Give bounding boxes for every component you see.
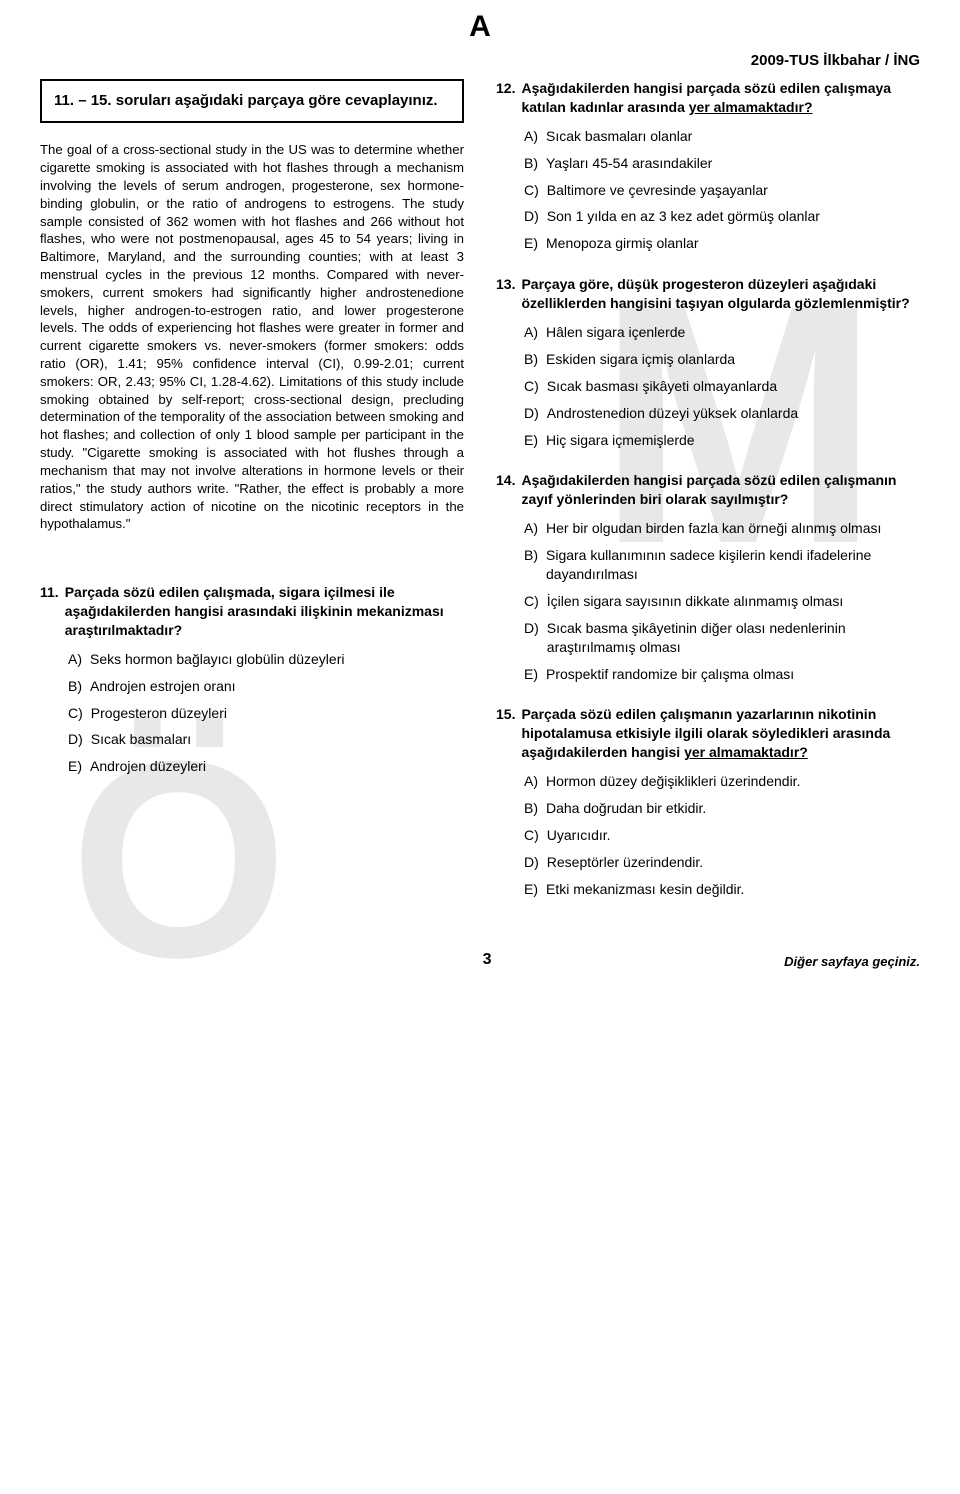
options: A)Seks hormon bağlayıcı globülin düzeyle… xyxy=(40,650,464,776)
question-15: 15. Parçada sözü edilen çalışmanın yazar… xyxy=(496,705,920,898)
option: A)Sıcak basmaları olanlar xyxy=(524,127,920,146)
option: A)Hormon düzey değişiklikleri üzerindend… xyxy=(524,772,920,791)
passage: The goal of a cross-sectional study in t… xyxy=(40,141,464,533)
option: E)Menopoza girmiş olanlar xyxy=(524,234,920,253)
q-num: 11. xyxy=(40,583,59,640)
question-12: 12. Aşağıdakilerden hangisi parçada sözü… xyxy=(496,79,920,253)
q-text: Parçada sözü edilen çalışmanın yazarları… xyxy=(521,705,920,762)
footer: 3 Diğer sayfaya geçiniz. xyxy=(40,951,920,969)
option: D)Sıcak basma şikâyetinin diğer olası ne… xyxy=(524,619,920,657)
option: C)Sıcak basması şikâyeti olmayanlarda xyxy=(524,377,920,396)
option: B)Androjen estrojen oranı xyxy=(68,677,464,696)
option: A)Seks hormon bağlayıcı globülin düzeyle… xyxy=(68,650,464,669)
top-letter: A xyxy=(40,10,920,44)
option: B)Daha doğrudan bir etkidir. xyxy=(524,799,920,818)
instruction-box: 11. – 15. soruları aşağıdaki parçaya gör… xyxy=(40,79,464,123)
option: E)Hiç sigara içmemişlerde xyxy=(524,431,920,450)
option: C)Baltimore ve çevresinde yaşayanlar xyxy=(524,181,920,200)
options: A)Sıcak basmaları olanlar B)Yaşları 45-5… xyxy=(496,127,920,253)
option: C)Uyarıcıdır. xyxy=(524,826,920,845)
q-num: 12. xyxy=(496,79,515,117)
option: D)Androstenedion düzeyi yüksek olanlarda xyxy=(524,404,920,423)
q-text: Parçada sözü edilen çalışmada, sigara iç… xyxy=(65,583,464,640)
question-14: 14. Aşağıdakilerden hangisi parçada sözü… xyxy=(496,471,920,683)
page-number: 3 xyxy=(190,951,784,969)
q-text: Aşağıdakilerden hangisi parçada sözü edi… xyxy=(521,79,920,117)
option: E)Prospektif randomize bir çalışma olmas… xyxy=(524,665,920,684)
q-num: 15. xyxy=(496,705,515,762)
options: A)Hormon düzey değişiklikleri üzerindend… xyxy=(496,772,920,898)
q-text: Aşağıdakilerden hangisi parçada sözü edi… xyxy=(521,471,920,509)
question-11: 11. Parçada sözü edilen çalışmada, sigar… xyxy=(40,583,464,776)
option: D)Son 1 yılda en az 3 kez adet görmüş ol… xyxy=(524,207,920,226)
option: B)Eskiden sigara içmiş olanlarda xyxy=(524,350,920,369)
option: C)Progesteron düzeyleri xyxy=(68,704,464,723)
option: A)Hâlen sigara içenlerde xyxy=(524,323,920,342)
header-right: 2009-TUS İlkbahar / İNG xyxy=(40,52,920,69)
option: B)Sigara kullanımının sadece kişilerin k… xyxy=(524,546,920,584)
question-13: 13. Parçaya göre, düşük progesteron düze… xyxy=(496,275,920,449)
option: E)Etki mekanizması kesin değildir. xyxy=(524,880,920,899)
left-column: 11. – 15. soruları aşağıdaki parçaya gör… xyxy=(40,79,464,921)
options: A)Hâlen sigara içenlerde B)Eskiden sigar… xyxy=(496,323,920,449)
q-num: 14. xyxy=(496,471,515,509)
footer-right: Diğer sayfaya geçiniz. xyxy=(784,954,920,969)
right-column: 12. Aşağıdakilerden hangisi parçada sözü… xyxy=(496,79,920,921)
q-text: Parçaya göre, düşük progesteron düzeyler… xyxy=(521,275,920,313)
columns: 11. – 15. soruları aşağıdaki parçaya gör… xyxy=(40,79,920,921)
option: D)Sıcak basmaları xyxy=(68,730,464,749)
options: A)Her bir olgudan birden fazla kan örneğ… xyxy=(496,519,920,683)
option: B)Yaşları 45-54 arasındakiler xyxy=(524,154,920,173)
option: C)İçilen sigara sayısının dikkate alınma… xyxy=(524,592,920,611)
option: D)Reseptörler üzerindendir. xyxy=(524,853,920,872)
option: E)Androjen düzeyleri xyxy=(68,757,464,776)
q-num: 13. xyxy=(496,275,515,313)
option: A)Her bir olgudan birden fazla kan örneğ… xyxy=(524,519,920,538)
